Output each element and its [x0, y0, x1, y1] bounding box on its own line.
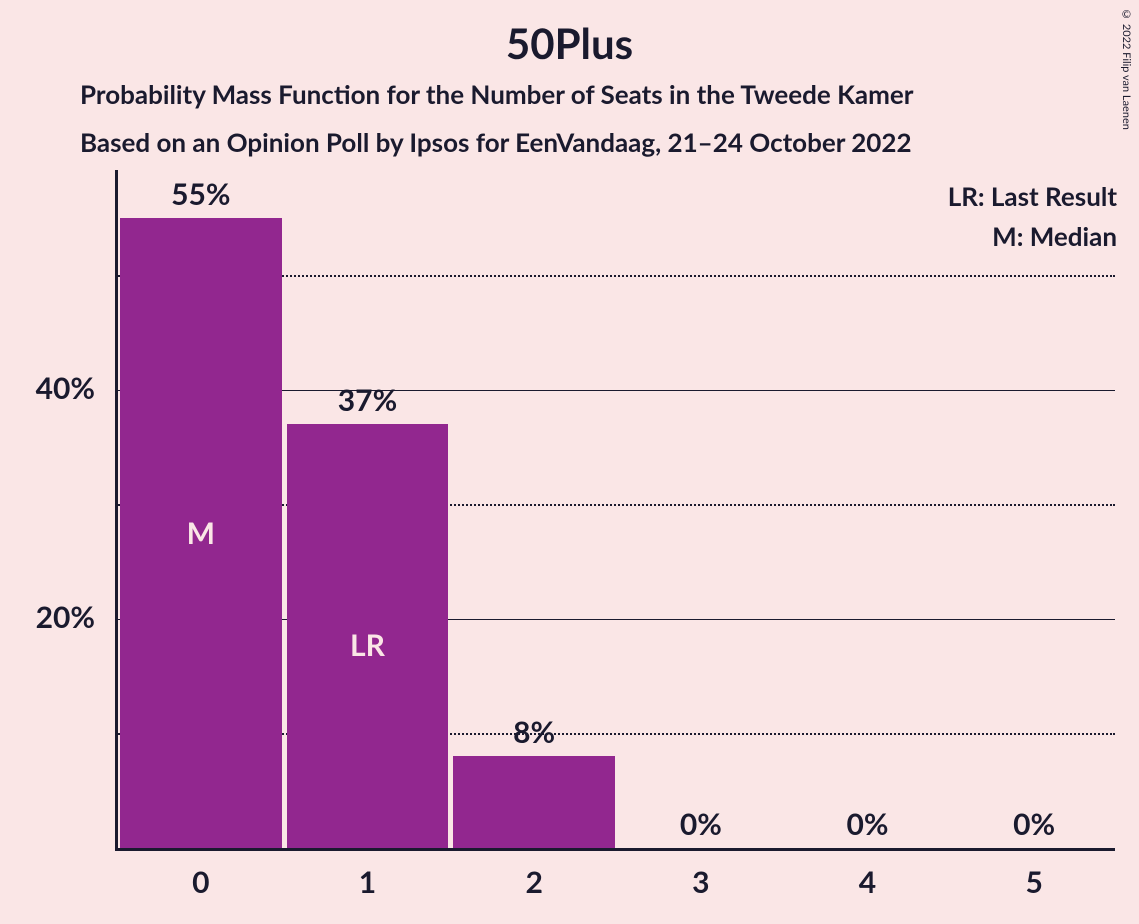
y-axis-label: 40% [0, 370, 95, 406]
bar-value-label: 37% [287, 382, 449, 418]
x-axis-line [115, 848, 1115, 851]
y-axis-line [115, 170, 118, 848]
bar-value-label: 0% [620, 806, 782, 842]
x-axis-label: 3 [620, 864, 782, 900]
bar-value-label: 0% [953, 806, 1115, 842]
y-axis-label: 20% [0, 599, 95, 635]
bar-value-label: 8% [453, 714, 615, 750]
x-axis-label: 2 [453, 864, 615, 900]
bar-value-label: 0% [787, 806, 949, 842]
chart-container: © 2022 Filip van Laenen50PlusProbability… [0, 0, 1139, 924]
bar-value-label: 55% [120, 176, 282, 212]
chart-title: 50Plus [0, 18, 1139, 68]
bar-marker: M [120, 515, 282, 551]
x-axis-label: 4 [787, 864, 949, 900]
bar [453, 756, 615, 848]
chart-subtitle-1: Probability Mass Function for the Number… [80, 78, 913, 110]
x-axis-label: 0 [120, 864, 282, 900]
chart-subtitle-2: Based on an Opinion Poll by Ipsos for Ee… [80, 126, 912, 158]
x-axis-label: 5 [953, 864, 1115, 900]
bar-marker: LR [287, 627, 449, 663]
legend-m: M: Median [992, 220, 1117, 252]
legend-lr: LR: Last Result [948, 180, 1117, 212]
x-axis-label: 1 [287, 864, 449, 900]
